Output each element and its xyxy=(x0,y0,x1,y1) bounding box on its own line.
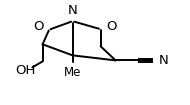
Text: N: N xyxy=(68,4,77,17)
Text: O: O xyxy=(33,20,44,33)
Text: Me: Me xyxy=(64,66,81,79)
Text: N: N xyxy=(159,54,168,67)
Text: OH: OH xyxy=(16,64,36,77)
Text: O: O xyxy=(106,20,117,33)
